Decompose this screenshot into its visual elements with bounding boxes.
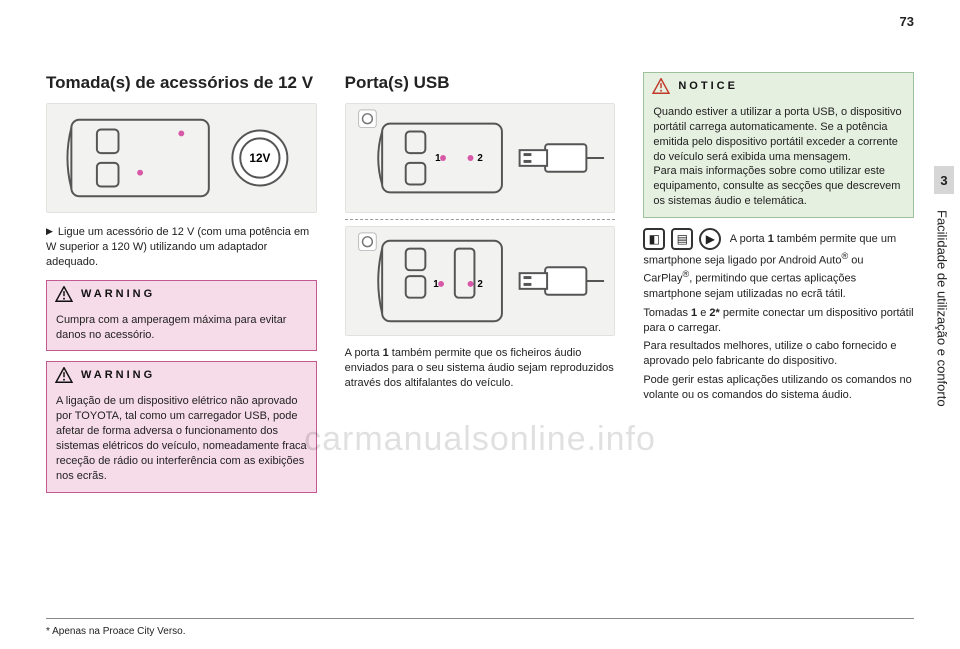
para-usb-audio: A porta 1 também permite que os ficheiro… bbox=[345, 346, 616, 391]
notice-body: Quando estiver a utilizar a porta USB, o… bbox=[644, 99, 913, 217]
notice-icon bbox=[652, 78, 670, 94]
warning-icon bbox=[55, 367, 73, 383]
para-12v-instruction: Ligue um acessório de 12 V (com uma potê… bbox=[46, 225, 317, 270]
svg-text:2: 2 bbox=[477, 279, 483, 290]
para-controls: Pode gerir estas aplicações utilizando o… bbox=[643, 373, 914, 403]
notice-label: NOTICE bbox=[678, 80, 738, 92]
warning-body: A ligação de um dispositivo elétrico não… bbox=[47, 388, 316, 491]
warning-body: Cumpra com a amperagem máxima para evita… bbox=[47, 307, 316, 351]
footnote: * Apenas na Proace City Verso. bbox=[46, 626, 186, 637]
figure-usb-bottom: 1 2 bbox=[345, 226, 616, 336]
footnote-rule bbox=[46, 618, 914, 619]
svg-text:2: 2 bbox=[477, 153, 483, 164]
warning-label: WARNING bbox=[81, 288, 155, 300]
projection-icon: ▤ bbox=[671, 228, 693, 250]
page-number: 73 bbox=[900, 14, 914, 29]
heading-12v: Tomada(s) de acessórios de 12 V bbox=[46, 72, 317, 93]
warning-label: WARNING bbox=[81, 369, 155, 381]
figure-label-12v: 12V bbox=[249, 152, 270, 165]
para-cable: Para resultados melhores, utilize o cabo… bbox=[643, 339, 914, 369]
figure-usb-top: 1 2 bbox=[345, 103, 616, 213]
figure-12v-socket: 12V bbox=[46, 103, 317, 213]
heading-usb: Porta(s) USB bbox=[345, 72, 616, 93]
section-side-title: Facilidade de utilização e conforto bbox=[931, 210, 953, 530]
touchscreen-icon: ◧ bbox=[643, 228, 665, 250]
play-icon: ▶ bbox=[699, 228, 721, 250]
svg-text:1: 1 bbox=[435, 153, 441, 164]
warning-amperage: WARNING Cumpra com a amperagem máxima pa… bbox=[46, 280, 317, 352]
warning-device: WARNING A ligação de um dispositivo elét… bbox=[46, 361, 317, 492]
figure-divider bbox=[345, 219, 616, 220]
para-smartphone: ◧ ▤ ▶ A porta 1 também permite que um sm… bbox=[643, 228, 914, 302]
warning-icon bbox=[55, 286, 73, 302]
para-charge: Tomadas 1 e 2* permite conectar um dispo… bbox=[643, 306, 914, 336]
notice-usb: NOTICE Quando estiver a utilizar a porta… bbox=[643, 72, 914, 218]
section-tab: 3 bbox=[934, 166, 954, 194]
svg-text:1: 1 bbox=[433, 279, 439, 290]
